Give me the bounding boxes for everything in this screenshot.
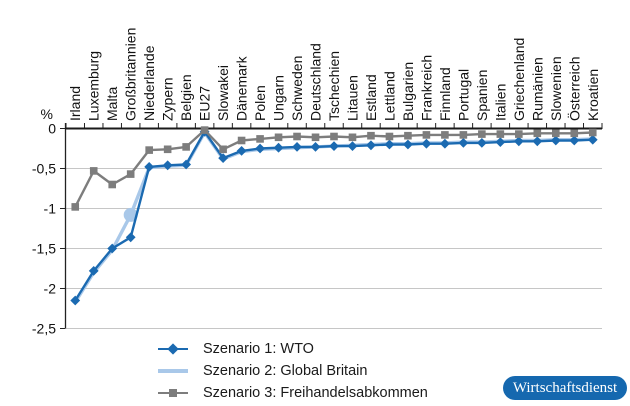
svg-text:-2,5: -2,5 (32, 321, 56, 337)
svg-text:Griechenland: Griechenland (511, 38, 527, 121)
svg-text:Irland: Irland (67, 86, 83, 121)
svg-text:Tschechien: Tschechien (326, 51, 342, 121)
svg-text:-1: -1 (44, 201, 57, 217)
svg-text:0: 0 (48, 121, 56, 137)
svg-text:-2: -2 (44, 281, 57, 297)
svg-text:Rumänien: Rumänien (529, 57, 545, 121)
legend-item-szenario-2: Szenario 2: Global Britain (158, 360, 428, 382)
svg-text:Spanien: Spanien (474, 70, 490, 121)
svg-text:Kroatien: Kroatien (585, 69, 601, 121)
svg-text:Dänemark: Dänemark (234, 55, 250, 121)
legend-item-szenario-3: Szenario 3: Freihandelsabkommen (158, 382, 428, 404)
svg-text:Deutschland: Deutschland (308, 43, 324, 121)
series-szenario-3-freihandelsabkommen (71, 126, 597, 211)
y-axis-unit-label: % (41, 106, 53, 122)
svg-text:Österreich: Österreich (565, 56, 582, 121)
svg-text:Belgien: Belgien (178, 74, 194, 121)
wirtschaftsdienst-badge: Wirtschaftsdienst (503, 376, 627, 400)
series-szenario-2-global-britain (73, 130, 593, 304)
svg-text:-0,5: -0,5 (32, 161, 56, 177)
svg-text:-1,5: -1,5 (32, 241, 56, 257)
svg-text:Slowenien: Slowenien (548, 56, 564, 121)
gridlines (65, 168, 602, 329)
svg-text:Malta: Malta (104, 87, 120, 121)
y-axis (60, 123, 67, 329)
series-szenario-1-wto (70, 126, 598, 306)
wto-line-diamond-icon (158, 342, 188, 356)
svg-text:Ungarn: Ungarn (271, 75, 287, 121)
legend-label-szenario-3: Szenario 3: Freihandelsabkommen (203, 385, 428, 401)
svg-text:Niederlande: Niederlande (141, 45, 157, 121)
legend-item-szenario-1: Szenario 1: WTO (158, 338, 428, 360)
global-britain-line-icon (158, 364, 188, 378)
legend-label-szenario-1: Szenario 1: WTO (203, 341, 314, 357)
svg-text:Polen: Polen (252, 85, 268, 121)
svg-text:Litauen: Litauen (344, 75, 360, 121)
global-britain-highlight-marker (123, 207, 138, 222)
svg-text:Zypern: Zypern (160, 77, 176, 121)
svg-text:Finnland: Finnland (437, 67, 453, 121)
svg-text:Portugal: Portugal (455, 69, 471, 121)
svg-text:Lettland: Lettland (381, 71, 397, 121)
x-category-labels: Irland Luxemburg Malta Großbritannien Nieder… (67, 28, 601, 121)
freihandelsabkommen-line-square-icon (158, 386, 188, 400)
svg-text:Bulgarien: Bulgarien (400, 62, 416, 121)
y-tick-labels: 0 -0,5 -1 -1,5 -2 -2,5% (32, 106, 56, 337)
legend: Szenario 1: WTO Szenario 2: Global Brita… (158, 338, 428, 404)
svg-text:Großbritannien: Großbritannien (123, 28, 139, 121)
svg-text:Estland: Estland (363, 74, 379, 121)
svg-text:Luxemburg: Luxemburg (86, 51, 102, 121)
svg-text:Frankreich: Frankreich (418, 55, 434, 121)
svg-text:Slowakei: Slowakei (215, 65, 231, 121)
x-axis (65, 123, 603, 130)
legend-label-szenario-2: Szenario 2: Global Britain (203, 363, 368, 379)
svg-text:Italien: Italien (492, 84, 508, 121)
svg-text:Schweden: Schweden (289, 56, 305, 121)
svg-text:EU27: EU27 (197, 86, 213, 121)
